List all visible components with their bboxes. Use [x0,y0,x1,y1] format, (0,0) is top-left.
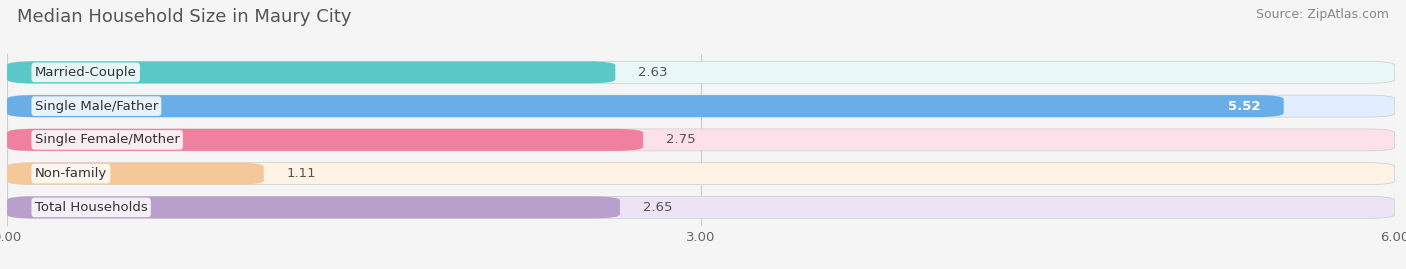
FancyBboxPatch shape [7,61,616,83]
FancyBboxPatch shape [7,163,1395,185]
Text: 1.11: 1.11 [287,167,316,180]
FancyBboxPatch shape [7,61,1395,83]
FancyBboxPatch shape [7,196,1395,218]
FancyBboxPatch shape [7,95,1284,117]
Text: Non-family: Non-family [35,167,107,180]
Text: 2.65: 2.65 [643,201,672,214]
Text: Source: ZipAtlas.com: Source: ZipAtlas.com [1256,8,1389,21]
FancyBboxPatch shape [7,129,1395,151]
FancyBboxPatch shape [7,196,620,218]
FancyBboxPatch shape [7,163,264,185]
Text: 2.75: 2.75 [666,133,696,146]
Text: 2.63: 2.63 [638,66,668,79]
Text: Single Male/Father: Single Male/Father [35,100,157,113]
Text: 5.52: 5.52 [1227,100,1261,113]
Text: Median Household Size in Maury City: Median Household Size in Maury City [17,8,352,26]
Text: Total Households: Total Households [35,201,148,214]
Text: Single Female/Mother: Single Female/Mother [35,133,180,146]
FancyBboxPatch shape [7,95,1395,117]
FancyBboxPatch shape [7,129,643,151]
Text: Married-Couple: Married-Couple [35,66,136,79]
